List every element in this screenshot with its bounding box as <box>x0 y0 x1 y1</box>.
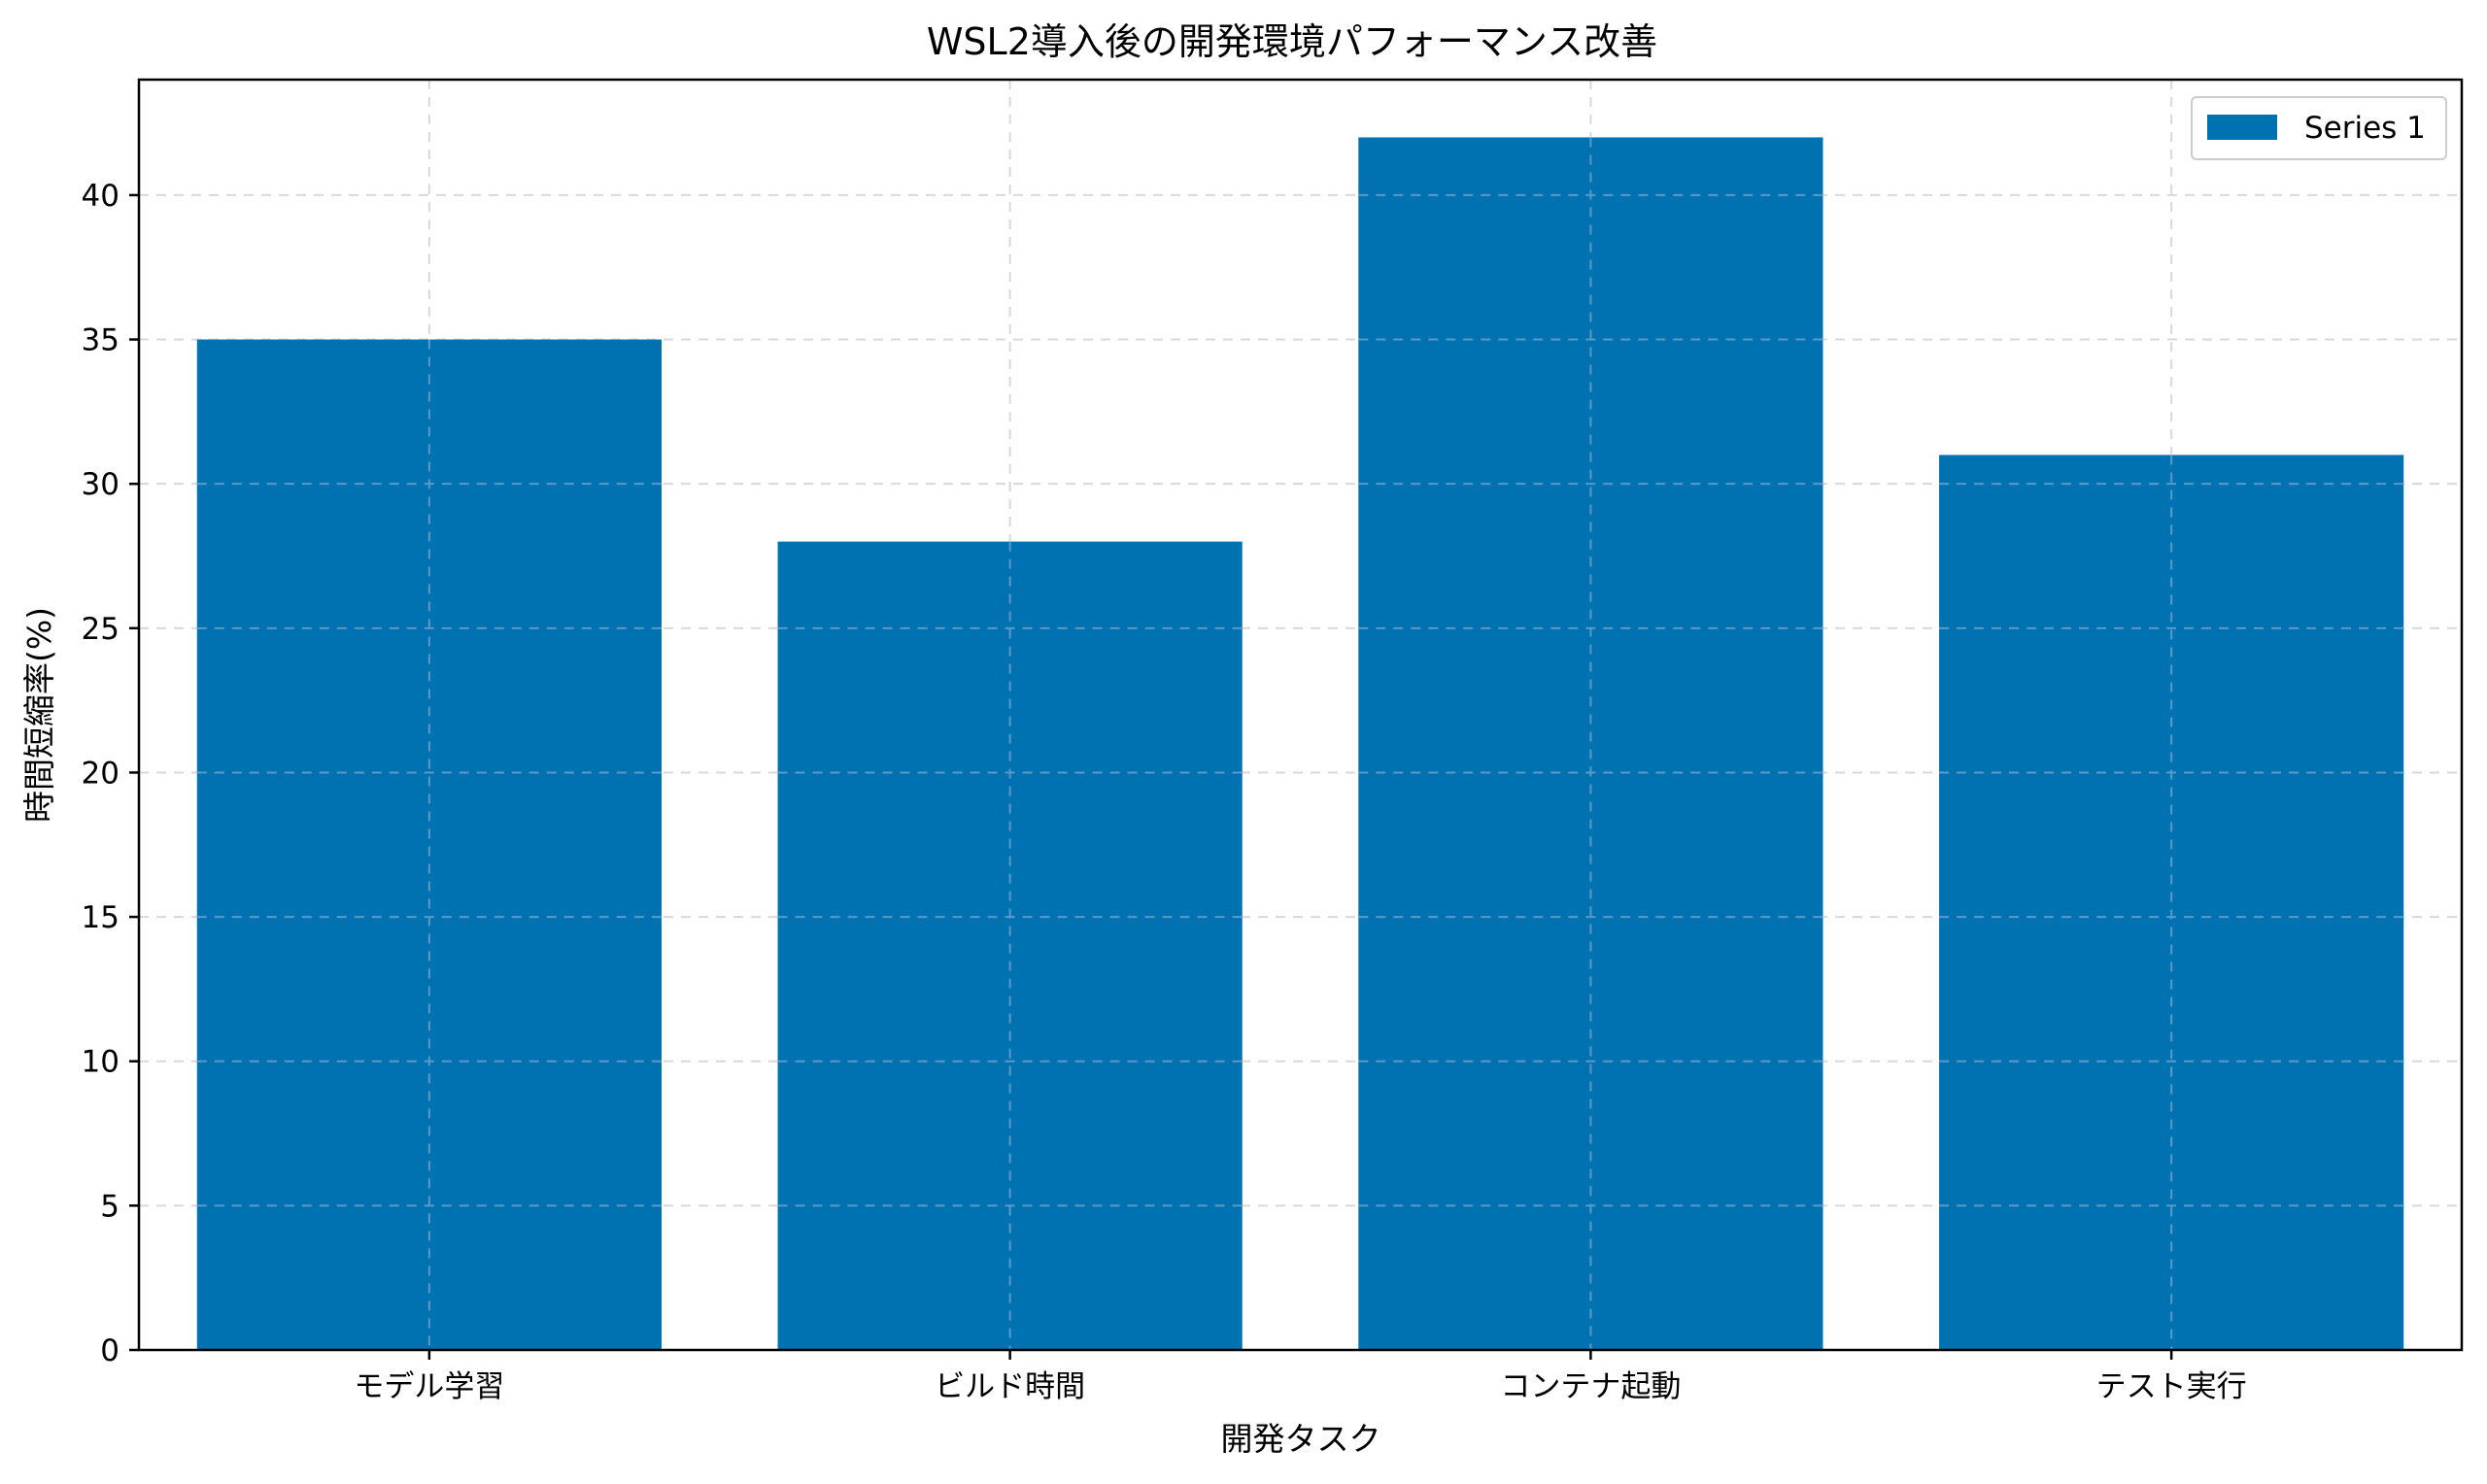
x-tick-label: モデル学習 <box>354 1369 504 1404</box>
x-axis-label: 開発タスク <box>1221 1420 1381 1458</box>
y-tick-label: 0 <box>100 1333 119 1368</box>
y-tick-label: 15 <box>82 900 119 935</box>
legend: Series 1 <box>2191 96 2447 160</box>
chart-title: WSL2導入後の開発環境パフォーマンス改善 <box>927 20 1657 63</box>
legend-label: Series 1 <box>2304 111 2426 146</box>
y-tick-label: 25 <box>82 612 119 647</box>
y-tick-label: 10 <box>82 1045 119 1080</box>
x-tick-label: ビルド時間 <box>935 1369 1085 1404</box>
y-tick-label: 30 <box>82 467 119 502</box>
y-tick-label: 5 <box>100 1189 119 1224</box>
legend-frame <box>2191 96 2447 160</box>
x-tick-label: コンテナ起動 <box>1500 1369 1681 1404</box>
y-axis-label: 時間短縮率(%) <box>20 607 58 823</box>
bars <box>196 137 2404 1351</box>
x-tick-label: テスト実行 <box>2096 1369 2247 1404</box>
plot-area-frame <box>137 78 2464 1352</box>
legend-swatch <box>2207 115 2277 140</box>
y-tick-label: 40 <box>82 179 119 214</box>
ticks: 0 5 10 15 20 25 30 35 40 モデル学習 ビルド時間 コンテナ起動 テスト実行 <box>82 179 2247 1404</box>
y-tick-label: 35 <box>82 323 119 358</box>
y-tick-label: 20 <box>82 756 119 791</box>
